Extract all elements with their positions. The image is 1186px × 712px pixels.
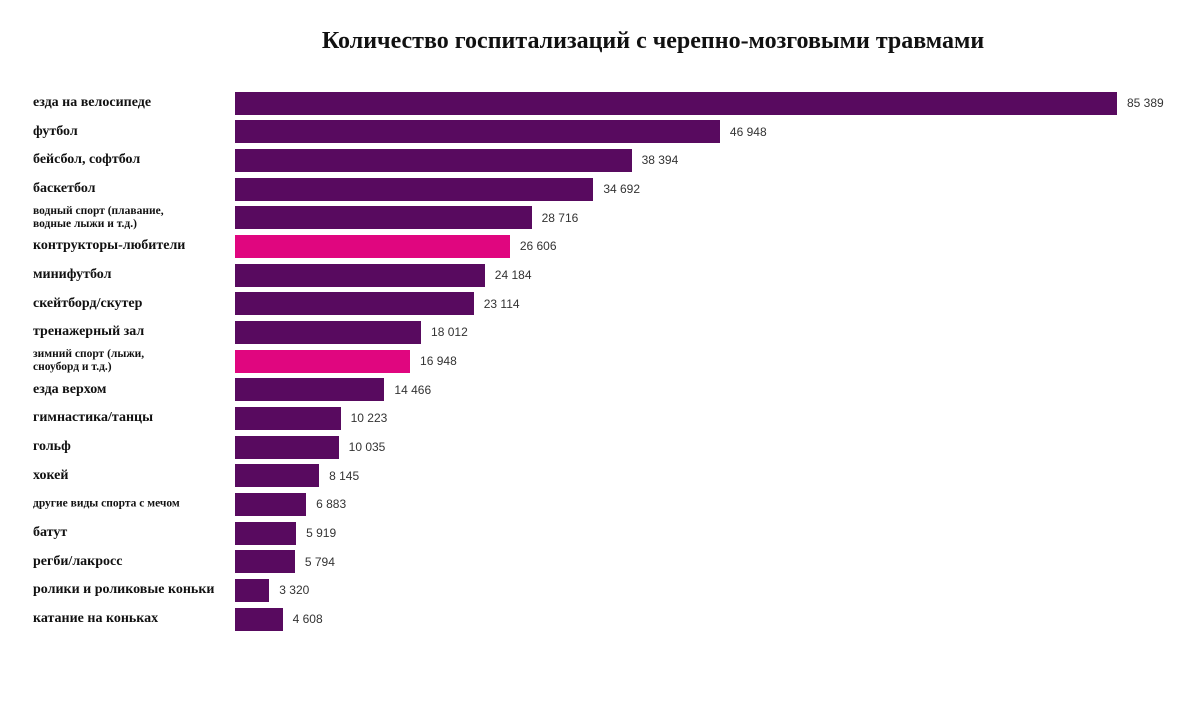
- bar: [235, 349, 411, 373]
- category-label: контрукторы-любители: [33, 238, 186, 254]
- value-label: 46 948: [729, 124, 767, 139]
- category-label: другие виды спорта с мечом: [33, 497, 180, 510]
- bar: [235, 120, 720, 144]
- value-label: 26 606: [519, 239, 557, 254]
- value-label: 23 114: [483, 296, 520, 311]
- category-label: езда на велосипеде: [33, 94, 152, 110]
- bar: [235, 435, 339, 459]
- category-label: катание на коньках: [33, 611, 159, 626]
- category-label: хокей: [33, 467, 69, 483]
- value-label: 24 184: [494, 268, 532, 283]
- category-label: ролики и роликовые коньки: [33, 582, 215, 598]
- bar: [235, 406, 341, 430]
- bar: [235, 263, 485, 287]
- category-label: регби/лакросс: [33, 553, 123, 569]
- category-label: бейсбол, софтбол: [33, 152, 141, 168]
- category-label: езда верхом: [33, 381, 107, 397]
- chart-title: Количество госпитализаций с черепно-мозг…: [321, 28, 985, 54]
- bar: [235, 206, 532, 230]
- category-label: тренажерный зал: [33, 324, 145, 340]
- value-label: 16 948: [420, 354, 457, 369]
- bar: [235, 550, 295, 574]
- category-label: водный спорт (плавание, водные лыжи и т.…: [33, 204, 164, 230]
- value-label: 4 608: [292, 612, 323, 627]
- value-label: 85 389: [1127, 96, 1164, 110]
- value-label: 28 716: [541, 210, 579, 225]
- bar: [235, 148, 632, 172]
- bar: [235, 177, 594, 201]
- category-label: футбол: [33, 123, 78, 139]
- bar: [235, 521, 297, 545]
- value-label: 34 692: [603, 182, 641, 196]
- category-label: гольф: [33, 438, 71, 454]
- value-label: 3 320: [279, 583, 310, 598]
- value-label: 6 883: [316, 497, 347, 512]
- category-label: минифутбол: [33, 266, 112, 282]
- bar: [235, 578, 270, 602]
- bar: [235, 91, 1117, 115]
- category-label: батут: [33, 525, 68, 540]
- category-label: гимнастика/танцы: [33, 410, 154, 426]
- value-label: 10 035: [348, 440, 386, 455]
- category-label: скейтборд/скутер: [33, 295, 143, 311]
- category-label: зимний спорт (лыжи, сноуборд и т.д.): [33, 347, 145, 374]
- category-label: баскетбол: [33, 180, 96, 196]
- value-label: 5 794: [304, 554, 335, 569]
- bar: [235, 292, 474, 316]
- bar: [235, 492, 307, 516]
- bar: [235, 234, 510, 258]
- value-label: 14 466: [394, 382, 432, 397]
- bar: [235, 607, 283, 631]
- value-label: 8 145: [329, 468, 360, 483]
- value-label: 5 919: [306, 526, 337, 541]
- value-label: 18 012: [431, 325, 468, 340]
- bar: [235, 378, 385, 402]
- bar: [235, 320, 422, 344]
- bar: [235, 464, 320, 488]
- value-label: 38 394: [641, 153, 679, 168]
- value-label: 10 223: [350, 411, 388, 426]
